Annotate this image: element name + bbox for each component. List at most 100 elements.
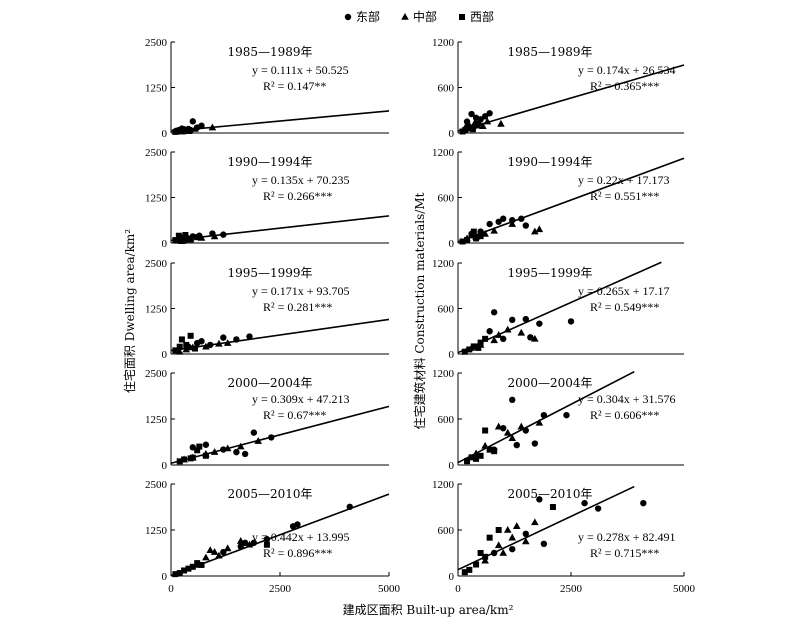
data-point-square [178, 336, 185, 343]
data-point-square [477, 452, 484, 459]
data-point-square [177, 127, 184, 134]
data-point-circle [346, 503, 353, 511]
data-point-circle [207, 341, 214, 349]
legend-marker-triangle [401, 13, 409, 20]
data-point-circle [233, 336, 240, 343]
r-squared: R² = 0.266*** [263, 189, 332, 203]
data-point-triangle [531, 334, 539, 342]
data-point-circle [536, 496, 543, 503]
data-point-triangle [499, 549, 507, 556]
data-point-square [202, 452, 209, 459]
panel-title: 1995—1999年 [507, 266, 592, 280]
y-tick-label: 2500 [145, 368, 168, 380]
data-point-triangle [223, 544, 232, 552]
legend: 东部 中部 西部 [344, 9, 494, 24]
data-point-square [466, 566, 473, 573]
data-point-square [475, 344, 482, 351]
data-point-square [180, 128, 187, 135]
panel-7: 0 1250 2500 2000—2004年 y = 0.309x + 47.213 R²… [145, 368, 390, 472]
data-point-triangle [182, 345, 191, 353]
data-point-triangle [202, 553, 210, 561]
data-point-square [470, 228, 477, 235]
regression-line [170, 318, 390, 352]
data-point-square [181, 456, 188, 463]
legend-label: 西部 [470, 9, 494, 24]
data-point-circle [268, 434, 275, 441]
data-point-triangle [236, 537, 245, 544]
data-point-square [194, 234, 201, 241]
data-point-square [198, 561, 205, 568]
regression-line [457, 64, 685, 132]
data-point-triangle [494, 331, 503, 338]
data-point-square [187, 236, 194, 243]
regression-line [170, 215, 390, 242]
data-point-triangle [236, 442, 245, 450]
r-squared: R² = 0.67*** [263, 408, 326, 422]
panel-5: 0 1250 2500 1995—1999年 y = 0.171x + 93.705 R²… [145, 258, 390, 361]
data-point-circle [509, 545, 516, 553]
data-point-triangle [215, 551, 223, 559]
data-point-circle [233, 448, 240, 456]
data-point-triangle [210, 232, 219, 240]
regression-equation: y = 0.111x + 50.525 [252, 63, 349, 77]
panel-title: 2000—2004年 [227, 376, 312, 390]
data-point-square [175, 232, 182, 239]
r-squared: R² = 0.896*** [263, 546, 332, 560]
data-point-circle [198, 122, 205, 129]
data-point-circle [486, 220, 493, 228]
data-point-circle [522, 315, 529, 323]
data-point-square [194, 560, 201, 567]
data-point-square [466, 346, 473, 353]
panel-6: 0 600 1200 1995—1999年 y = 0.265x + 17.17 R² =… [432, 258, 684, 361]
y-tick-label: 0 [162, 238, 168, 250]
data-point-circle [509, 316, 516, 324]
y-tick-label: 0 [449, 571, 455, 583]
panel-10: 0 600 1200 0 2500 5000 2005—2010年 y = 0.278x + … [432, 479, 696, 595]
data-point-triangle [210, 548, 219, 555]
data-point-square [486, 534, 493, 541]
regression-equation: y = 0.442x + 13.995 [252, 530, 350, 544]
data-point-triangle [245, 540, 254, 548]
data-point-square [473, 455, 480, 462]
panel-title: 1990—1994年 [227, 155, 312, 169]
data-point-triangle [531, 227, 539, 235]
regression-line [170, 110, 390, 132]
data-point-square [470, 343, 477, 350]
y-tick-label: 1250 [145, 414, 168, 426]
data-point-square [178, 234, 185, 241]
y-tick-label: 1250 [145, 83, 168, 95]
y-tick-label: 0 [449, 460, 455, 472]
r-squared: R² = 0.549*** [590, 300, 659, 314]
data-point-square [187, 455, 194, 462]
y-tick-label: 1200 [432, 368, 455, 380]
x-axis-label: 建成区面积 Built-up area/km² [343, 603, 514, 617]
data-point-triangle [508, 220, 517, 227]
panel-title: 2005—2010年 [507, 487, 592, 501]
y-tick-label: 0 [162, 571, 168, 583]
data-point-circle [189, 118, 196, 125]
regression-line [457, 261, 662, 354]
data-point-triangle [535, 225, 544, 233]
panel-4: 0 600 1200 1990—1994年 y = 0.22x + 17.173 R² =… [432, 147, 685, 250]
data-point-triangle [191, 124, 199, 132]
data-point-triangle [208, 123, 217, 131]
data-point-square [464, 458, 471, 465]
panel-2: 0 600 1200 1985—1989年 y = 0.174x + 26.534 R² … [432, 37, 685, 140]
data-point-triangle [210, 448, 219, 455]
data-point-triangle [508, 533, 517, 541]
data-point-circle [246, 333, 253, 340]
x-tick-label: 0 [168, 583, 174, 595]
data-point-circle [241, 450, 249, 458]
r-squared: R² = 0.147** [263, 79, 326, 93]
data-point-square [176, 458, 183, 465]
regression-equation: y = 0.309x + 47.213 [252, 392, 350, 406]
y-axis-label-left: 住宅面积 Dwelling area/km² [122, 229, 137, 393]
y-tick-label: 0 [162, 460, 168, 472]
y-tick-label: 1200 [432, 37, 455, 49]
data-point-triangle [494, 422, 503, 430]
data-point-circle [522, 530, 529, 538]
x-tick-label: 0 [455, 583, 461, 595]
data-point-triangle [215, 339, 223, 347]
y-tick-label: 0 [449, 128, 455, 140]
y-axis-label-right: 住宅建筑材料 Construction materials/Mt [412, 192, 427, 429]
